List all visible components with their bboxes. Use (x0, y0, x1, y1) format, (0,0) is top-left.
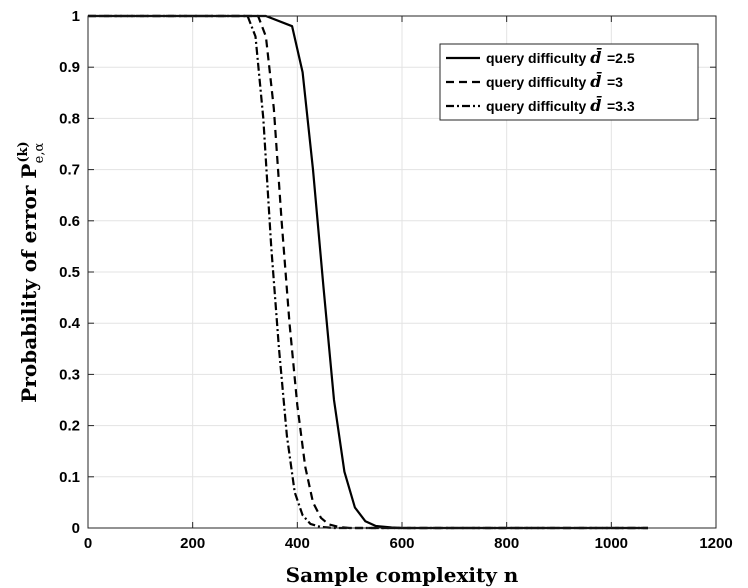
y-tick-label: 0.8 (59, 110, 80, 127)
y-axis-title-symbol: P (17, 164, 41, 179)
legend-label-variable: d̄ (590, 71, 607, 91)
y-tick-label: 0.9 (59, 59, 80, 76)
y-tick-label: 0.7 (59, 162, 80, 179)
series-lines (88, 14, 648, 530)
x-tick-label: 200 (180, 535, 205, 552)
y-tick-label: 0 (72, 520, 80, 537)
svg-text:Probability of error P(k)e,α: Probability of error P (k)e,α (16, 141, 47, 402)
legend-label-value: =3 (607, 74, 623, 90)
legend-label-value: =2.5 (607, 50, 635, 66)
y-tick-label: 1 (72, 8, 80, 25)
legend-label-2: query difficulty d̄ =3 (486, 71, 623, 91)
x-tick-label: 1000 (595, 535, 628, 552)
y-axis-title: Probability of error P (k)e,α (16, 141, 47, 402)
legend-label-3: query difficulty d̄ =3.3 (486, 95, 635, 115)
y-axis-title-subscript: e,α (32, 142, 47, 163)
y-axis-title-prefix: Probability of error (17, 179, 41, 403)
x-tick-label: 1200 (699, 535, 732, 552)
y-tick-label: 0.2 (59, 418, 80, 435)
legend-label-prefix: query difficulty (486, 74, 590, 90)
series-line-3 (88, 14, 648, 530)
x-tick-label: 400 (285, 535, 310, 552)
x-tick-label: 0 (84, 535, 92, 552)
legend-label-1: query difficulty d̄ =2.5 (486, 47, 635, 67)
y-tick-label: 0.4 (59, 315, 81, 332)
x-tick-label: 800 (494, 535, 519, 552)
legend-label-variable: d̄ (590, 95, 607, 115)
axis-ticks: 0 200 400 600 800 1000 1200 0 0.1 0.2 0.3 0.4 0.5 0.6… (59, 8, 733, 552)
legend-label-prefix: query difficulty (486, 50, 590, 66)
y-tick-label: 0.1 (59, 469, 80, 486)
y-tick-label: 0.6 (59, 213, 80, 230)
legend-label-value: =3.3 (607, 98, 635, 114)
x-axis-title: Sample complexity n (286, 563, 519, 587)
legend-label-prefix: query difficulty (486, 98, 590, 114)
legend-box (439, 43, 699, 121)
legend-label-variable: d̄ (590, 47, 607, 67)
x-tick-label: 600 (389, 535, 414, 552)
y-axis-title-superscript: (k) (16, 141, 31, 162)
y-tick-label: 0.5 (59, 264, 80, 281)
y-tick-label: 0.3 (59, 366, 80, 383)
